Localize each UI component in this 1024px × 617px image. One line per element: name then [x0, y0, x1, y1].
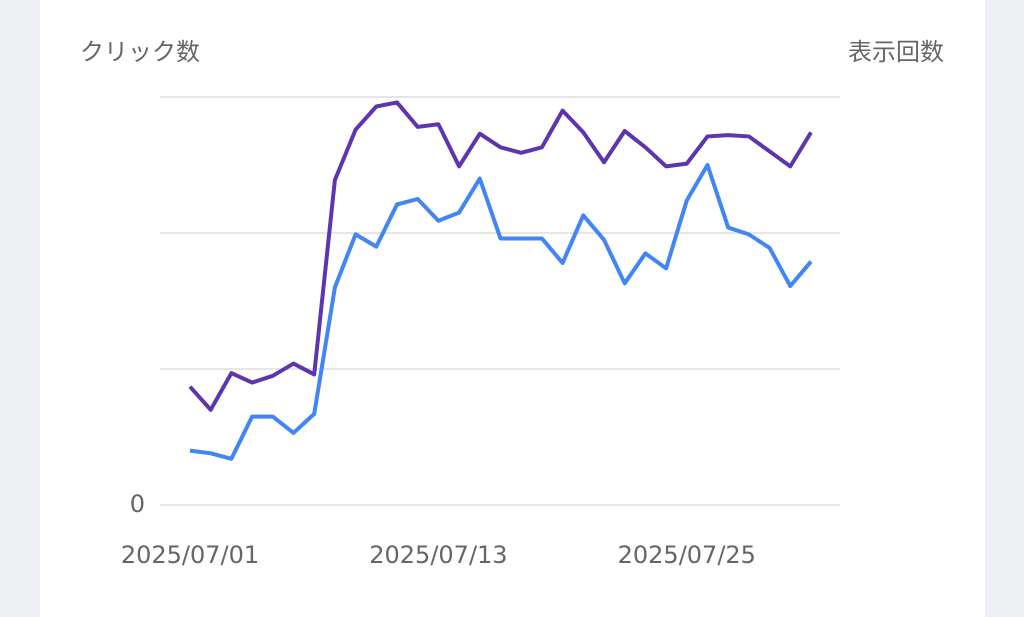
series-line [189, 163, 813, 461]
x-tick-label: 2025/07/13 [369, 541, 507, 569]
y-axis-label: クリック数 [80, 38, 200, 66]
x-tick-label: 2025/07/25 [618, 541, 756, 569]
card [40, 0, 985, 617]
x-tick-label: 2025/07/01 [121, 541, 259, 569]
series-line [188, 100, 813, 412]
y2-axis-label: 表示回数 [848, 38, 944, 66]
y-tick-label: 0 [130, 490, 145, 518]
